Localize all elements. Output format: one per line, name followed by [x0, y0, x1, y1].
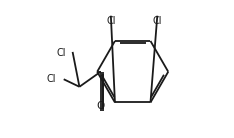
Text: Cl: Cl [47, 74, 56, 84]
Text: Cl: Cl [106, 16, 116, 26]
Text: O: O [96, 101, 105, 111]
Text: Cl: Cl [57, 48, 66, 58]
Text: Cl: Cl [153, 16, 162, 26]
